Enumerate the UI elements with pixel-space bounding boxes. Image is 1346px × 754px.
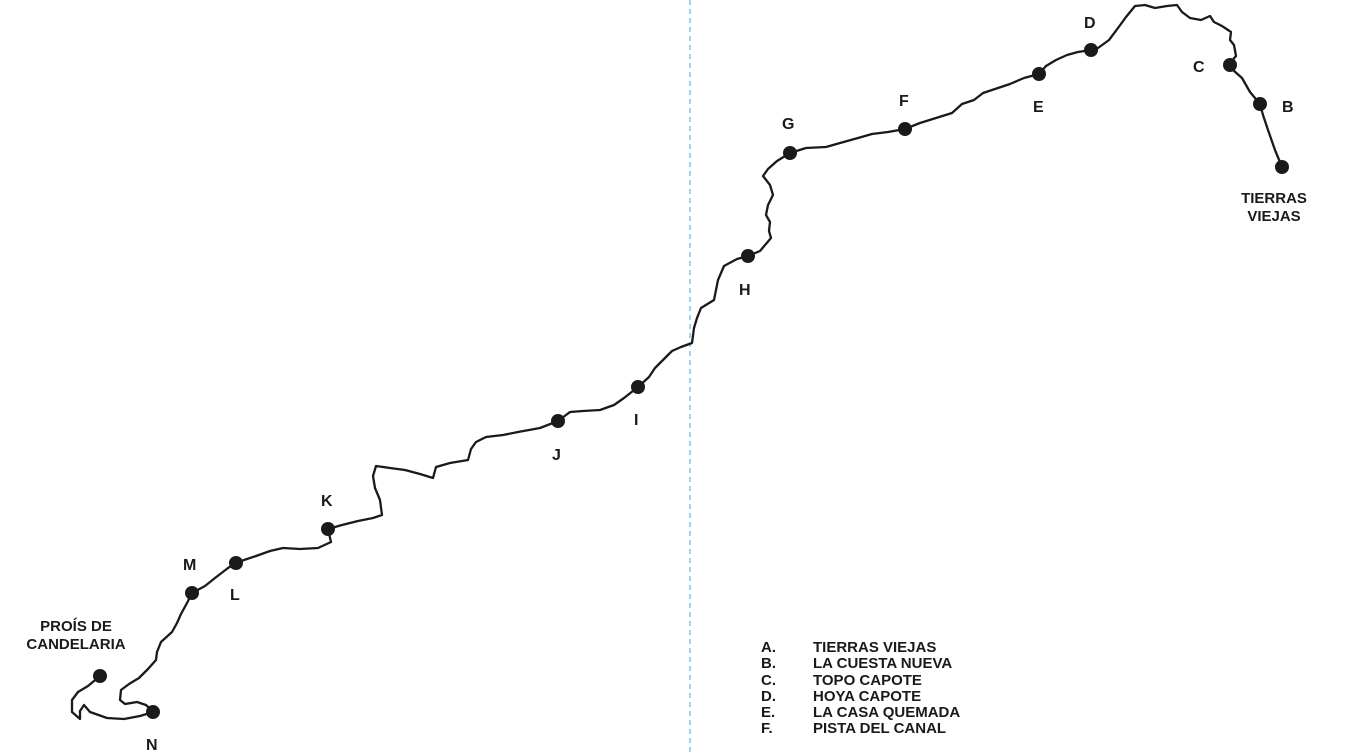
legend-item: D. HOYA CAPOTE (761, 687, 960, 705)
stop-e-dot[interactable] (1032, 67, 1046, 81)
start-place-label-line2: VIEJAS (1247, 208, 1301, 225)
legend-name: TIERRAS VIEJAS (813, 639, 937, 656)
stops-legend: A. TIERRAS VIEJAS B. LA CUESTA NUEVA C. TOP… (761, 639, 961, 738)
stop-a-dot[interactable] (1275, 160, 1289, 174)
end-place-label-line2: CANDELARIA (26, 636, 126, 653)
stop-label-i: I (634, 412, 638, 429)
stop-k-dot[interactable] (321, 522, 335, 536)
stop-label-c: C (1193, 59, 1205, 76)
legend-key: F. (761, 720, 773, 738)
start-place-label-line1: TIERRAS (1241, 190, 1307, 207)
stop-labels: B C D E F G H I J K L M N (146, 15, 1294, 754)
end-place-label: PROÍS DE CANDELARIA (10, 618, 142, 654)
stop-g-dot[interactable] (783, 146, 797, 160)
legend-item: B. LA CUESTA NUEVA (761, 655, 960, 673)
legend-name: TOPO CAPOTE (813, 671, 922, 689)
stop-b-dot[interactable] (1253, 97, 1267, 111)
stop-label-d: D (1084, 15, 1096, 32)
stop-i-dot[interactable] (631, 380, 645, 394)
legend-item: A. TIERRAS VIEJAS (761, 639, 960, 656)
legend-item: C. TOPO CAPOTE (761, 671, 960, 689)
legend-key: C. (761, 671, 776, 689)
legend-name: PISTA DEL CANAL (813, 720, 947, 738)
trail-route (70, 3, 1284, 721)
legend-key: B. (761, 655, 776, 673)
stop-label-b: B (1282, 99, 1294, 116)
stop-c-dot[interactable] (1223, 58, 1237, 72)
stop-j-dot[interactable] (551, 414, 565, 428)
stop-label-j: J (552, 447, 561, 464)
legend-name: LA CASA QUEMADA (813, 704, 961, 722)
stop-label-h: H (739, 282, 751, 299)
legend-item: E. LA CASA QUEMADA (761, 704, 961, 722)
stop-label-k: K (321, 493, 333, 510)
stop-label-l: L (230, 587, 240, 604)
legend-key: D. (761, 687, 776, 705)
stop-f-dot[interactable] (898, 122, 912, 136)
start-place-label: TIERRAS VIEJAS (1228, 190, 1320, 226)
stop-label-g: G (782, 116, 794, 133)
legend-name: LA CUESTA NUEVA (813, 655, 953, 673)
legend-name: HOYA CAPOTE (813, 687, 922, 705)
stop-label-f: F (899, 93, 909, 110)
stop-m-dot[interactable] (185, 586, 199, 600)
legend-item: F. PISTA DEL CANAL (761, 720, 960, 738)
legend-key: A. (761, 639, 776, 656)
legend-key: E. (761, 704, 776, 722)
stop-n-dot[interactable] (146, 705, 160, 719)
stop-dots (93, 43, 1289, 719)
stop-h-dot[interactable] (741, 249, 755, 263)
stop-d-dot[interactable] (1084, 43, 1098, 57)
stop-candelaria-dot[interactable] (93, 669, 107, 683)
stop-label-m: M (183, 557, 196, 574)
stop-l-dot[interactable] (229, 556, 243, 570)
end-place-label-line1: PROÍS DE (40, 618, 112, 635)
stop-label-n: N (146, 737, 158, 754)
stop-label-e: E (1033, 99, 1044, 116)
